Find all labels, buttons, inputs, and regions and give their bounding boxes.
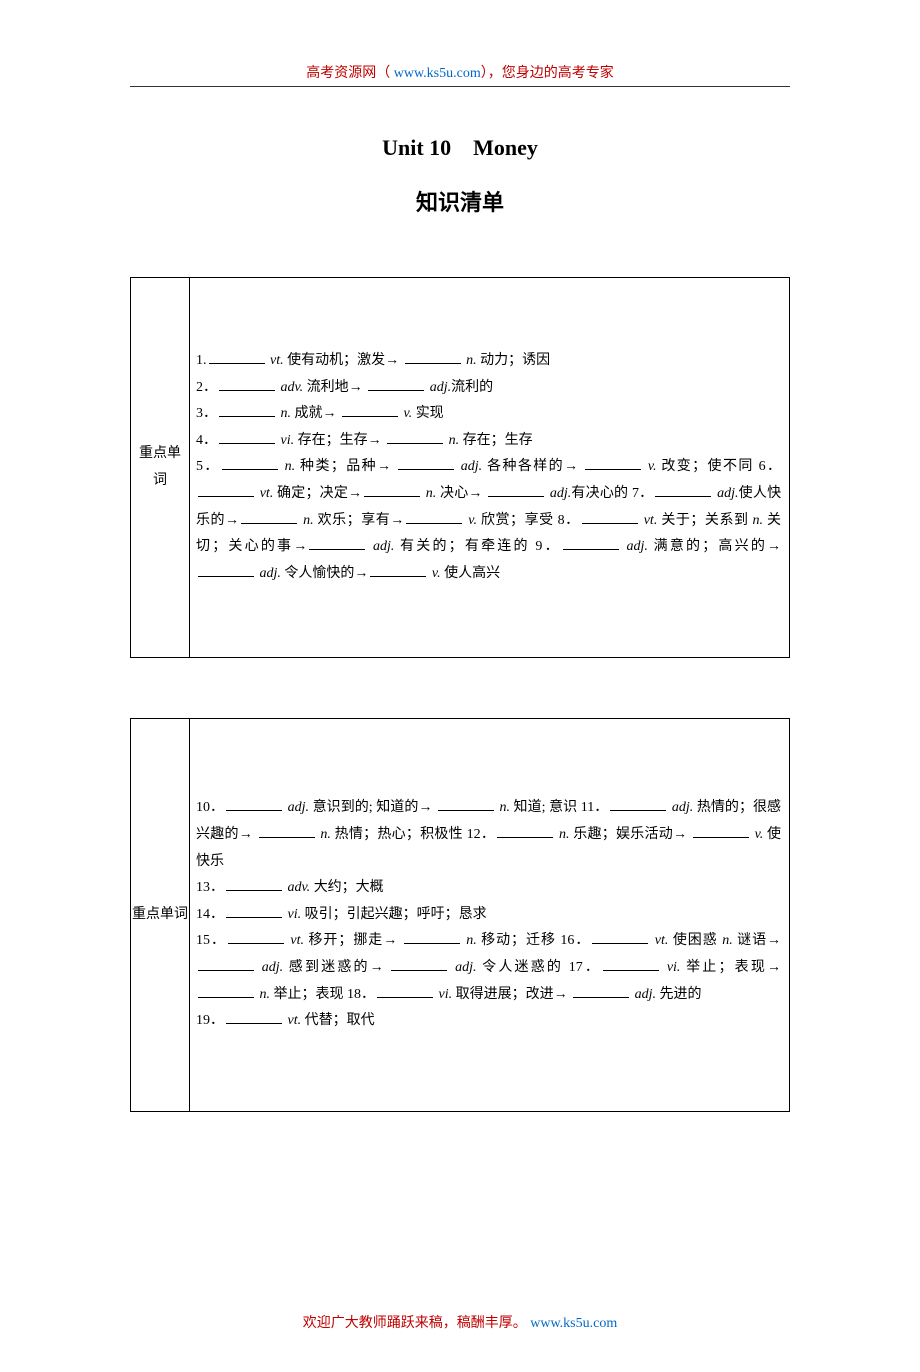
blank[interactable] — [226, 878, 282, 892]
blank[interactable] — [228, 931, 284, 945]
unit-title: Unit 10 Money — [130, 135, 790, 161]
blank[interactable] — [226, 798, 282, 812]
blank[interactable] — [259, 824, 315, 838]
blank[interactable] — [370, 563, 426, 577]
blank[interactable] — [582, 510, 638, 524]
blank[interactable] — [563, 537, 619, 551]
blank[interactable] — [198, 984, 254, 998]
blank[interactable] — [387, 430, 443, 444]
blank[interactable] — [404, 931, 460, 945]
header-underline — [130, 86, 790, 87]
blank[interactable] — [573, 984, 629, 998]
blank[interactable] — [226, 1011, 282, 1025]
blank[interactable] — [198, 563, 254, 577]
footer-url: www.ks5u.com — [530, 1316, 617, 1331]
blank[interactable] — [342, 404, 398, 418]
blank[interactable] — [585, 457, 641, 471]
blank[interactable] — [398, 457, 454, 471]
blank[interactable] — [198, 483, 254, 497]
blank[interactable] — [592, 931, 648, 945]
blank[interactable] — [364, 483, 420, 497]
blank[interactable] — [488, 483, 544, 497]
blank[interactable] — [222, 457, 278, 471]
header-prefix: 高考资源网（ — [306, 66, 394, 81]
header-url: www.ks5u.com — [394, 66, 481, 81]
blank[interactable] — [610, 798, 666, 812]
table2-label: 重点单词 — [131, 719, 190, 1111]
blank[interactable] — [241, 510, 297, 524]
document-page: 高考资源网（ www.ks5u.com），您身边的高考专家 Unit 10 Mo… — [0, 0, 920, 1372]
blank[interactable] — [368, 377, 424, 391]
blank[interactable] — [693, 824, 749, 838]
blank[interactable] — [219, 430, 275, 444]
blank[interactable] — [497, 824, 553, 838]
page-header: 高考资源网（ www.ks5u.com），您身边的高考专家 — [130, 62, 790, 95]
blank[interactable] — [405, 350, 461, 364]
blank[interactable] — [219, 377, 275, 391]
blank[interactable] — [219, 404, 275, 418]
blank[interactable] — [226, 904, 282, 918]
header-suffix: ），您身边的高考专家 — [481, 66, 614, 81]
table2-content: 10． adj. 意识到的; 知道的→ n. 知道; 意识 11． adj. 热… — [190, 719, 790, 1111]
footer-prefix: 欢迎广大教师踊跃来稿，稿酬丰厚。 — [303, 1316, 531, 1331]
table1-content: 1. vt. 使有动机；激发→ n. 动力；诱因 2． adv. 流利地→ ad… — [190, 278, 790, 658]
blank[interactable] — [377, 984, 433, 998]
blank[interactable] — [309, 537, 365, 551]
page-footer: 欢迎广大教师踊跃来稿，稿酬丰厚。 www.ks5u.com — [130, 1312, 790, 1332]
vocab-table-1: 重点单 词 1. vt. 使有动机；激发→ n. 动力；诱因 2． adv. 流… — [130, 277, 790, 658]
blank[interactable] — [438, 798, 494, 812]
table1-label: 重点单 词 — [131, 278, 190, 658]
blank[interactable] — [391, 957, 447, 971]
blank[interactable] — [209, 350, 265, 364]
vocab-table-2: 重点单词 10． adj. 意识到的; 知道的→ n. 知道; 意识 11． a… — [130, 718, 790, 1111]
blank[interactable] — [406, 510, 462, 524]
blank[interactable] — [655, 483, 711, 497]
subtitle: 知识清单 — [130, 185, 790, 217]
blank[interactable] — [198, 957, 254, 971]
blank[interactable] — [603, 957, 659, 971]
